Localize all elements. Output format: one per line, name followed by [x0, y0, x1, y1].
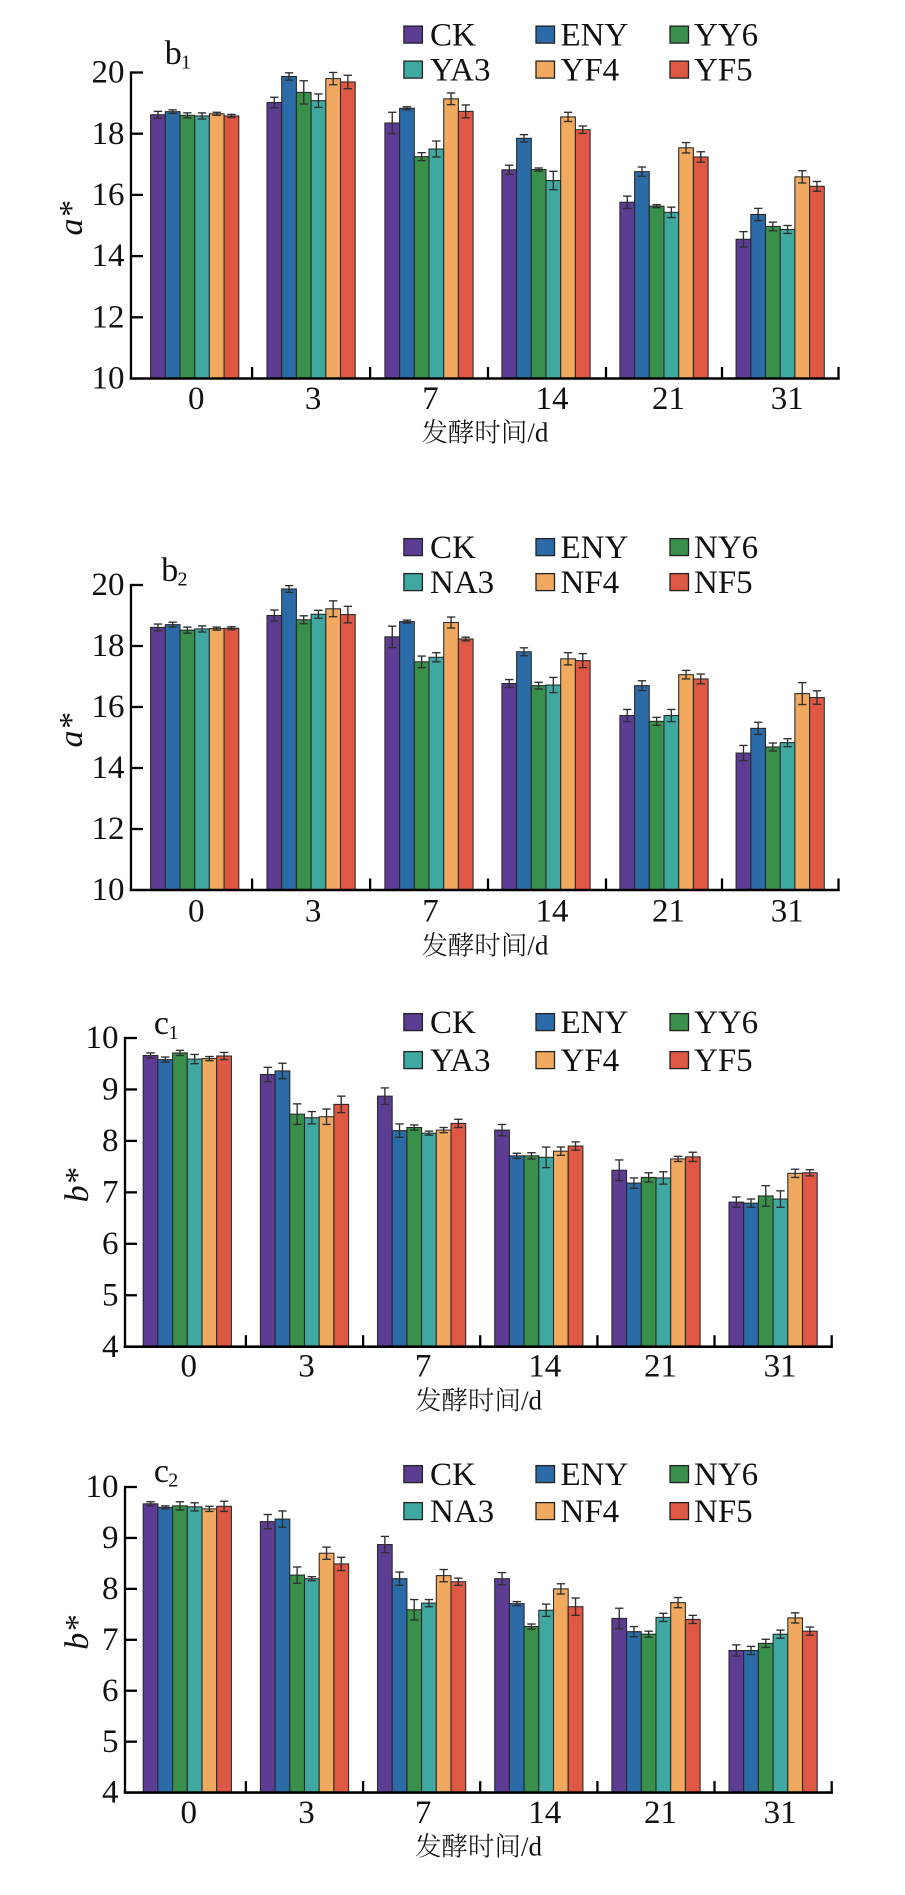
svg-text:0: 0: [188, 894, 205, 930]
svg-text:NF5: NF5: [694, 565, 753, 601]
svg-text:6: 6: [102, 1673, 119, 1709]
svg-text:YY6: YY6: [694, 1005, 758, 1041]
svg-text:31: 31: [764, 1795, 797, 1831]
svg-text:10: 10: [92, 361, 125, 397]
svg-text:YA3: YA3: [430, 1043, 491, 1079]
svg-text:CK: CK: [430, 1457, 476, 1493]
svg-text:10: 10: [92, 872, 125, 908]
svg-text:1: 1: [169, 1022, 179, 1044]
svg-text:1: 1: [181, 52, 191, 74]
svg-text:10: 10: [86, 1469, 119, 1505]
svg-text:6: 6: [102, 1226, 119, 1262]
svg-text:7: 7: [415, 1349, 432, 1385]
svg-text:8: 8: [102, 1123, 119, 1159]
svg-text:31: 31: [771, 381, 804, 417]
svg-text:7: 7: [415, 1795, 432, 1831]
svg-text:YF5: YF5: [694, 53, 753, 89]
svg-text:14: 14: [536, 381, 569, 417]
svg-text:b*: b*: [59, 1616, 96, 1650]
svg-text:21: 21: [652, 894, 685, 930]
svg-text:5: 5: [102, 1724, 119, 1760]
svg-text:4: 4: [102, 1329, 119, 1365]
svg-text:31: 31: [771, 894, 804, 930]
svg-text:a*: a*: [53, 714, 90, 748]
svg-text:NA3: NA3: [430, 565, 494, 601]
svg-text:21: 21: [652, 381, 685, 417]
svg-text:b: b: [161, 552, 178, 589]
svg-text:NA3: NA3: [430, 1494, 494, 1530]
svg-text:12: 12: [92, 811, 125, 847]
svg-text:16: 16: [92, 689, 125, 725]
svg-text:12: 12: [92, 299, 125, 335]
svg-text:c: c: [154, 1005, 169, 1042]
svg-text:14: 14: [92, 750, 125, 786]
svg-text:NY6: NY6: [694, 530, 758, 566]
svg-text:YF4: YF4: [561, 53, 620, 89]
svg-text:0: 0: [188, 381, 205, 417]
svg-text:20: 20: [92, 567, 125, 603]
svg-text:CK: CK: [430, 1005, 476, 1041]
svg-text:ENY: ENY: [561, 530, 629, 566]
svg-text:NF4: NF4: [561, 1494, 620, 1530]
svg-text:5: 5: [102, 1277, 119, 1313]
svg-text:16: 16: [92, 177, 125, 213]
svg-text:YA3: YA3: [430, 53, 491, 89]
svg-text:NY6: NY6: [694, 1457, 758, 1493]
svg-text:7: 7: [102, 1622, 119, 1658]
svg-text:ENY: ENY: [561, 1005, 629, 1041]
svg-text:18: 18: [92, 116, 125, 152]
svg-text:YF4: YF4: [561, 1043, 620, 1079]
svg-text:9: 9: [102, 1520, 119, 1556]
svg-text:CK: CK: [430, 530, 476, 566]
svg-text:10: 10: [86, 1020, 119, 1056]
svg-text:7: 7: [102, 1174, 119, 1210]
svg-text:21: 21: [644, 1349, 677, 1385]
svg-text:2: 2: [168, 1470, 178, 1492]
svg-text:14: 14: [528, 1795, 561, 1831]
svg-text:14: 14: [92, 238, 125, 274]
svg-text:14: 14: [528, 1349, 561, 1385]
svg-text:YY6: YY6: [694, 18, 758, 54]
svg-text:14: 14: [536, 894, 569, 930]
svg-text:ENY: ENY: [561, 1457, 629, 1493]
svg-text:0: 0: [181, 1795, 198, 1831]
svg-text:7: 7: [422, 894, 439, 930]
svg-text:4: 4: [102, 1775, 119, 1811]
svg-text:7: 7: [422, 381, 439, 417]
svg-text:21: 21: [644, 1795, 677, 1831]
svg-text:3: 3: [305, 381, 322, 417]
svg-text:NF5: NF5: [694, 1494, 753, 1530]
svg-text:3: 3: [298, 1795, 315, 1831]
svg-text:a*: a*: [53, 202, 90, 236]
svg-text:b*: b*: [59, 1168, 96, 1202]
svg-text:9: 9: [102, 1072, 119, 1108]
svg-text:20: 20: [92, 55, 125, 91]
svg-text:c: c: [154, 1453, 169, 1490]
svg-text:ENY: ENY: [561, 18, 629, 54]
svg-text:3: 3: [305, 894, 322, 930]
svg-text:b: b: [165, 35, 182, 72]
svg-text:YF5: YF5: [694, 1043, 753, 1079]
svg-text:31: 31: [764, 1349, 797, 1385]
svg-text:NF4: NF4: [561, 565, 620, 601]
svg-text:3: 3: [298, 1349, 315, 1385]
svg-text:0: 0: [181, 1349, 198, 1385]
svg-text:18: 18: [92, 628, 125, 664]
svg-text:8: 8: [102, 1571, 119, 1607]
svg-text:2: 2: [178, 568, 188, 590]
svg-text:CK: CK: [430, 18, 476, 54]
